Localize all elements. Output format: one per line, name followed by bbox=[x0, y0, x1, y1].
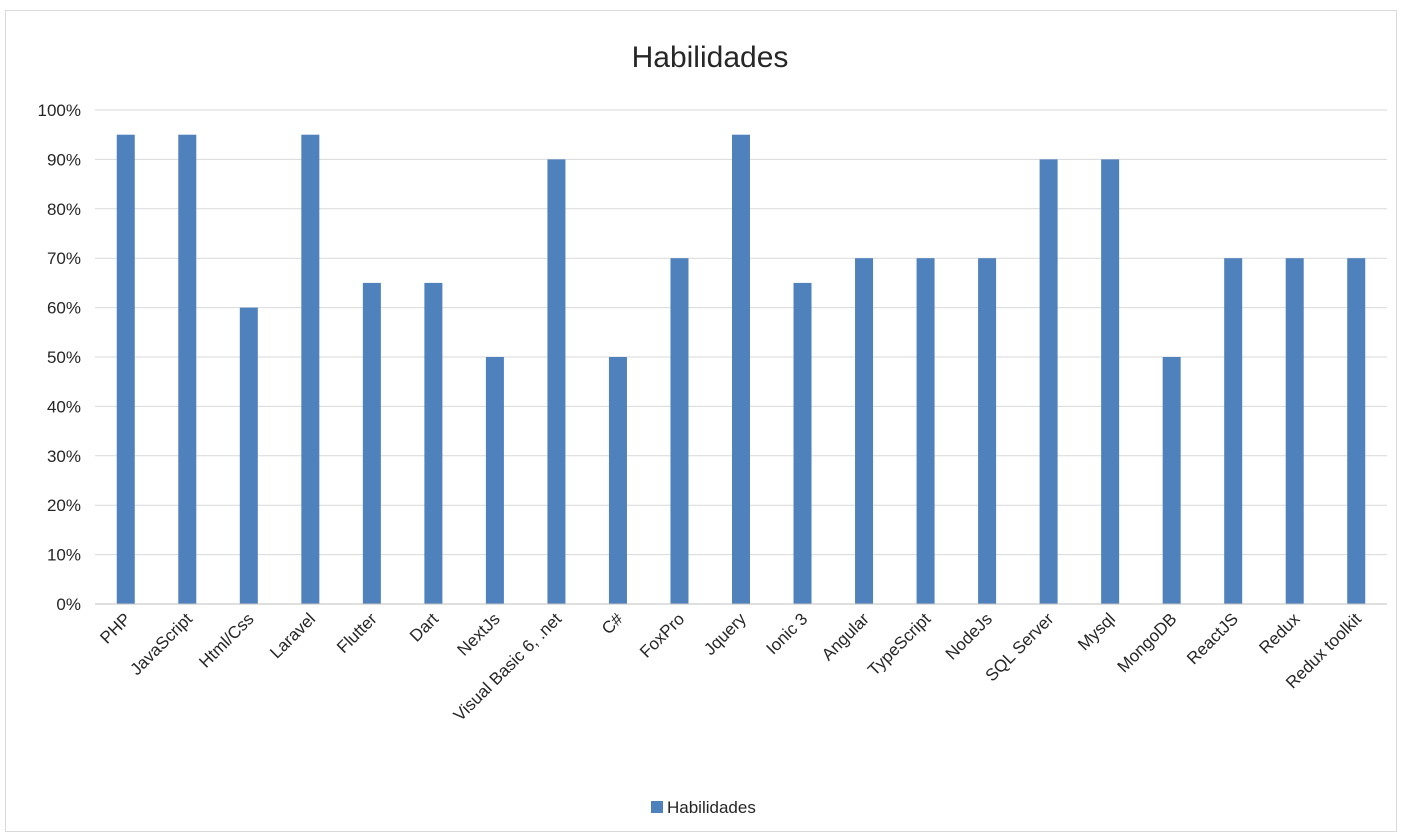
y-tick-label: 20% bbox=[47, 496, 81, 515]
x-category-label: NodeJs bbox=[942, 609, 996, 663]
x-category-label: NextJs bbox=[454, 609, 504, 659]
x-category-label: Redux bbox=[1255, 609, 1304, 658]
bar bbox=[1347, 258, 1366, 604]
bar bbox=[116, 134, 135, 604]
bar bbox=[547, 159, 566, 604]
bar bbox=[793, 282, 812, 604]
legend: Habilidades bbox=[651, 798, 756, 817]
x-category-label: Flutter bbox=[333, 609, 381, 657]
x-category-label: Angular bbox=[818, 609, 873, 664]
x-category-label: MongoDB bbox=[1114, 609, 1181, 676]
bar bbox=[1101, 159, 1120, 604]
x-category-label: FoxPro bbox=[636, 609, 688, 661]
y-tick-label: 100% bbox=[38, 101, 81, 120]
y-tick-label: 40% bbox=[47, 397, 81, 416]
bar bbox=[1039, 159, 1058, 604]
x-category-label: PHP bbox=[96, 609, 134, 647]
y-tick-label: 80% bbox=[47, 200, 81, 219]
bar bbox=[978, 258, 997, 604]
bar bbox=[916, 258, 935, 604]
x-category-label: Visual Basic 6, .net bbox=[450, 609, 566, 725]
y-tick-label: 30% bbox=[47, 447, 81, 466]
bar bbox=[301, 134, 320, 604]
y-tick-label: 60% bbox=[47, 299, 81, 318]
bar bbox=[608, 357, 627, 604]
y-tick-label: 90% bbox=[47, 150, 81, 169]
x-category-label: TypeScript bbox=[864, 609, 934, 679]
bars bbox=[116, 134, 1366, 604]
bar bbox=[1162, 357, 1181, 604]
bar bbox=[485, 357, 504, 604]
legend-label: Habilidades bbox=[667, 798, 756, 817]
bar bbox=[732, 134, 750, 604]
bar bbox=[424, 282, 443, 604]
bar bbox=[1285, 258, 1304, 604]
y-tick-label: 0% bbox=[56, 595, 81, 614]
y-tick-label: 50% bbox=[47, 348, 81, 367]
bar bbox=[239, 307, 258, 604]
chart-title: Habilidades bbox=[632, 41, 789, 74]
x-category-label: Jquery bbox=[700, 609, 750, 659]
bar bbox=[178, 134, 197, 604]
bar bbox=[670, 258, 689, 604]
x-category-label: Ionic 3 bbox=[762, 609, 811, 658]
legend-swatch bbox=[651, 801, 663, 813]
y-tick-label: 70% bbox=[47, 249, 81, 268]
x-category-label: Dart bbox=[406, 609, 442, 645]
x-category-label: Laravel bbox=[266, 609, 319, 662]
x-category-label: ReactJS bbox=[1183, 609, 1242, 668]
x-category-label: Html/Css bbox=[195, 609, 257, 671]
y-tick-label: 10% bbox=[47, 546, 81, 565]
bar bbox=[362, 282, 381, 604]
y-axis-tick-labels: 0% 10% 20% 30% 40% 50% 60% 70% 80% 90% 100% bbox=[38, 101, 81, 614]
x-category-label: JavaScript bbox=[127, 609, 197, 679]
bar bbox=[1224, 258, 1243, 604]
bar bbox=[855, 258, 874, 604]
x-category-label: C# bbox=[598, 609, 627, 638]
x-category-label: Mysql bbox=[1074, 609, 1119, 654]
